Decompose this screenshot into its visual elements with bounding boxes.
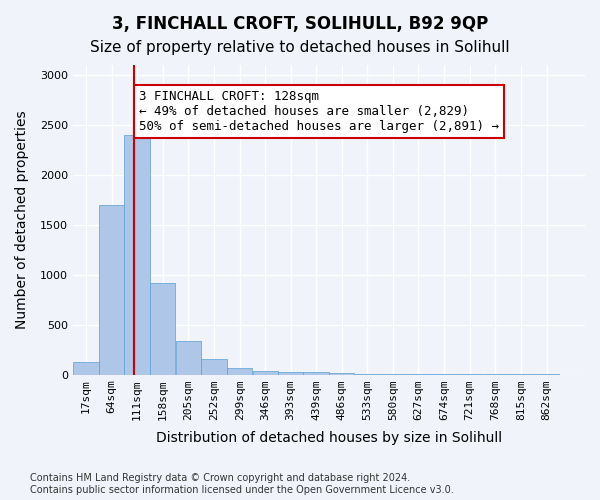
Bar — [227, 368, 253, 374]
Y-axis label: Number of detached properties: Number of detached properties — [15, 110, 29, 329]
Text: Contains HM Land Registry data © Crown copyright and database right 2024.
Contai: Contains HM Land Registry data © Crown c… — [30, 474, 454, 495]
Bar — [150, 282, 175, 374]
Text: Size of property relative to detached houses in Solihull: Size of property relative to detached ho… — [90, 40, 510, 55]
Bar — [99, 205, 124, 374]
Bar — [278, 372, 303, 374]
Text: 3 FINCHALL CROFT: 128sqm
← 49% of detached houses are smaller (2,829)
50% of sem: 3 FINCHALL CROFT: 128sqm ← 49% of detach… — [139, 90, 499, 133]
Bar — [176, 340, 201, 374]
Text: 3, FINCHALL CROFT, SOLIHULL, B92 9QP: 3, FINCHALL CROFT, SOLIHULL, B92 9QP — [112, 15, 488, 33]
Bar — [253, 370, 278, 374]
Bar — [124, 135, 150, 374]
X-axis label: Distribution of detached houses by size in Solihull: Distribution of detached houses by size … — [156, 431, 502, 445]
Bar — [73, 362, 98, 374]
Bar — [202, 358, 227, 374]
Bar — [303, 372, 329, 374]
Bar — [329, 373, 354, 374]
